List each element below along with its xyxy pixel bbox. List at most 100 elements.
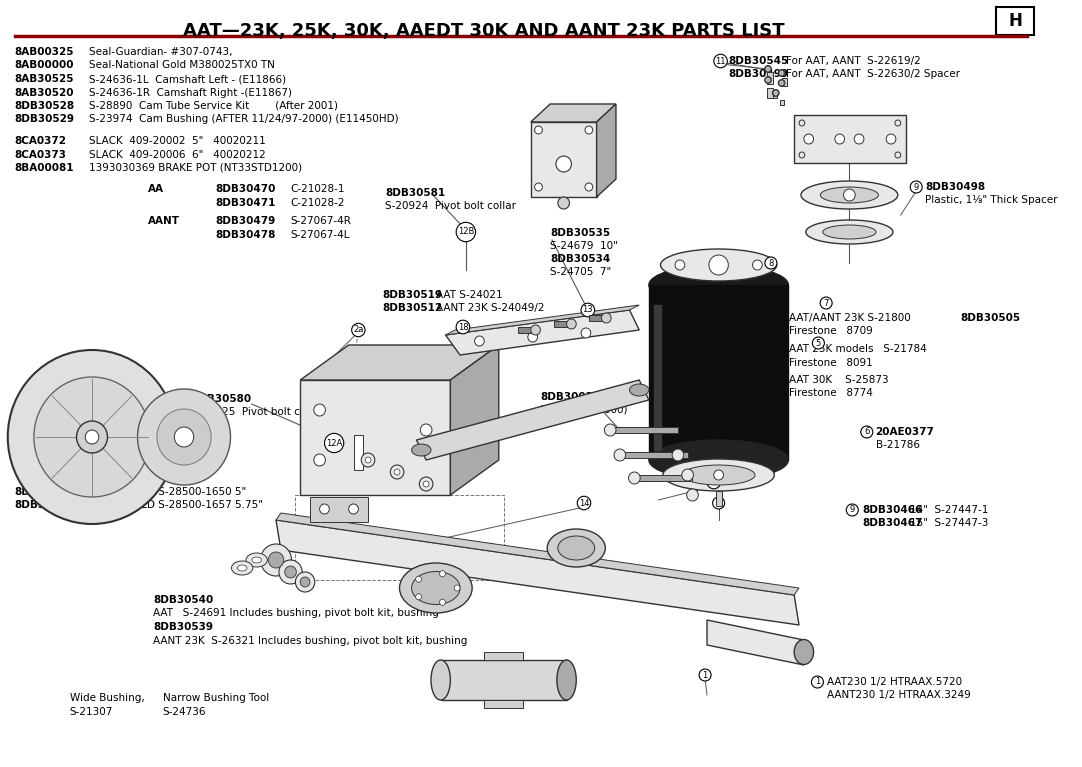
Text: DUSTSHIELD S-28500-1657 5.75": DUSTSHIELD S-28500-1657 5.75" bbox=[89, 501, 263, 511]
Polygon shape bbox=[440, 660, 567, 700]
Text: 8DB30470: 8DB30470 bbox=[215, 185, 276, 195]
Ellipse shape bbox=[558, 536, 595, 560]
Text: 8DB30479: 8DB30479 bbox=[215, 216, 275, 226]
Circle shape bbox=[766, 78, 769, 81]
Text: 18: 18 bbox=[709, 478, 720, 486]
Circle shape bbox=[581, 328, 591, 338]
Text: 8AB00000: 8AB00000 bbox=[14, 61, 74, 71]
Ellipse shape bbox=[663, 459, 775, 491]
Text: S-23566 (85000): S-23566 (85000) bbox=[540, 405, 628, 415]
Text: 8AB30525: 8AB30525 bbox=[14, 74, 74, 84]
Circle shape bbox=[531, 325, 540, 335]
Text: 1393030369 BRAKE POT (NT33STD1200): 1393030369 BRAKE POT (NT33STD1200) bbox=[89, 163, 302, 173]
Text: 8DB30580: 8DB30580 bbox=[192, 394, 252, 404]
Text: 12A: 12A bbox=[326, 439, 342, 447]
Circle shape bbox=[556, 156, 571, 172]
Text: 2a: 2a bbox=[353, 325, 364, 334]
Text: H: H bbox=[1008, 12, 1021, 30]
Text: SLACK  409-20006  6"   40020212: SLACK 409-20006 6" 40020212 bbox=[89, 150, 266, 160]
Polygon shape bbox=[450, 345, 499, 495]
Circle shape bbox=[319, 504, 329, 514]
Ellipse shape bbox=[649, 440, 789, 480]
Bar bbox=[518, 327, 536, 333]
Circle shape bbox=[780, 81, 783, 84]
Ellipse shape bbox=[399, 563, 472, 613]
Circle shape bbox=[854, 134, 863, 144]
Text: 1: 1 bbox=[702, 670, 708, 680]
Bar bbox=[485, 700, 523, 708]
Bar bbox=[300, 380, 450, 495]
Text: 9: 9 bbox=[913, 183, 919, 192]
Circle shape bbox=[766, 67, 769, 71]
Circle shape bbox=[285, 566, 296, 578]
Bar bbox=[354, 435, 364, 470]
Text: Firestone   8709: Firestone 8709 bbox=[790, 327, 873, 337]
Circle shape bbox=[558, 197, 569, 209]
Text: B-21786: B-21786 bbox=[875, 440, 920, 450]
Text: 8AB30520: 8AB30520 bbox=[14, 87, 74, 97]
Bar bbox=[634, 475, 692, 481]
Ellipse shape bbox=[411, 444, 431, 456]
Circle shape bbox=[675, 260, 685, 270]
Bar bbox=[767, 72, 773, 84]
Text: 8DB30545: 8DB30545 bbox=[728, 56, 789, 66]
Circle shape bbox=[295, 572, 315, 592]
Text: S-24679  10": S-24679 10" bbox=[550, 241, 618, 251]
Text: 8CA0373: 8CA0373 bbox=[14, 150, 66, 160]
Text: S-27067-4R: S-27067-4R bbox=[291, 216, 352, 226]
Circle shape bbox=[780, 71, 783, 74]
Bar bbox=[782, 78, 787, 86]
Circle shape bbox=[300, 577, 309, 587]
Text: S-24736: S-24736 bbox=[162, 707, 207, 717]
Ellipse shape bbox=[820, 187, 879, 203]
Text: 8DB30584: 8DB30584 bbox=[14, 501, 75, 511]
Text: 8DB30535: 8DB30535 bbox=[550, 228, 610, 238]
Text: S-24636-1L  Camshaft Left - (E11866): S-24636-1L Camshaft Left - (E11866) bbox=[89, 74, 287, 84]
Polygon shape bbox=[531, 104, 616, 122]
Circle shape bbox=[279, 560, 302, 584]
Circle shape bbox=[799, 120, 805, 126]
Ellipse shape bbox=[806, 220, 893, 244]
Circle shape bbox=[439, 571, 446, 577]
Text: 7: 7 bbox=[823, 298, 829, 308]
Bar bbox=[610, 427, 678, 433]
Ellipse shape bbox=[683, 465, 755, 485]
Circle shape bbox=[439, 599, 446, 605]
Text: S-20924  Pivot bolt collar: S-20924 Pivot bolt collar bbox=[385, 201, 516, 211]
Text: Seal-National Gold M380025TX0 TN: Seal-National Gold M380025TX0 TN bbox=[89, 61, 275, 71]
Circle shape bbox=[895, 120, 900, 126]
Circle shape bbox=[752, 260, 762, 270]
Text: 8DB30529: 8DB30529 bbox=[14, 114, 75, 124]
Ellipse shape bbox=[794, 640, 814, 664]
Circle shape bbox=[605, 424, 616, 436]
Text: 18: 18 bbox=[458, 322, 469, 331]
Circle shape bbox=[174, 427, 194, 447]
Text: Seal-Guardian- #307-0743,: Seal-Guardian- #307-0743, bbox=[89, 47, 233, 57]
Text: 8DB30512: 8DB30512 bbox=[383, 303, 443, 313]
Circle shape bbox=[314, 404, 326, 416]
Polygon shape bbox=[446, 310, 639, 355]
Text: AAT 30K    S-25873: AAT 30K S-25873 bbox=[790, 375, 889, 385]
Text: 8DB30519: 8DB30519 bbox=[383, 290, 443, 300]
Bar bbox=[780, 100, 783, 105]
Text: Plastic, 1⅛" Thick Spacer: Plastic, 1⅛" Thick Spacer bbox=[925, 195, 1057, 205]
Circle shape bbox=[365, 457, 371, 463]
Circle shape bbox=[775, 91, 777, 94]
Text: 8DB30498: 8DB30498 bbox=[925, 182, 985, 192]
Circle shape bbox=[682, 469, 694, 481]
Ellipse shape bbox=[649, 265, 789, 305]
Text: 6: 6 bbox=[716, 499, 722, 508]
Bar bbox=[485, 652, 523, 660]
Circle shape bbox=[844, 189, 855, 201]
Text: 14"  S-27447-1: 14" S-27447-1 bbox=[910, 505, 989, 515]
Text: S-21307: S-21307 bbox=[69, 707, 114, 717]
Circle shape bbox=[415, 594, 422, 600]
Text: 11: 11 bbox=[715, 57, 726, 65]
Circle shape bbox=[886, 134, 896, 144]
Text: DUSTSHIELD S-28500-1650 5": DUSTSHIELD S-28500-1650 5" bbox=[89, 487, 247, 497]
Circle shape bbox=[602, 313, 611, 323]
Circle shape bbox=[613, 449, 625, 461]
Text: 8DB30505: 8DB30505 bbox=[961, 313, 1021, 323]
Ellipse shape bbox=[246, 553, 267, 567]
Bar bbox=[531, 122, 596, 197]
